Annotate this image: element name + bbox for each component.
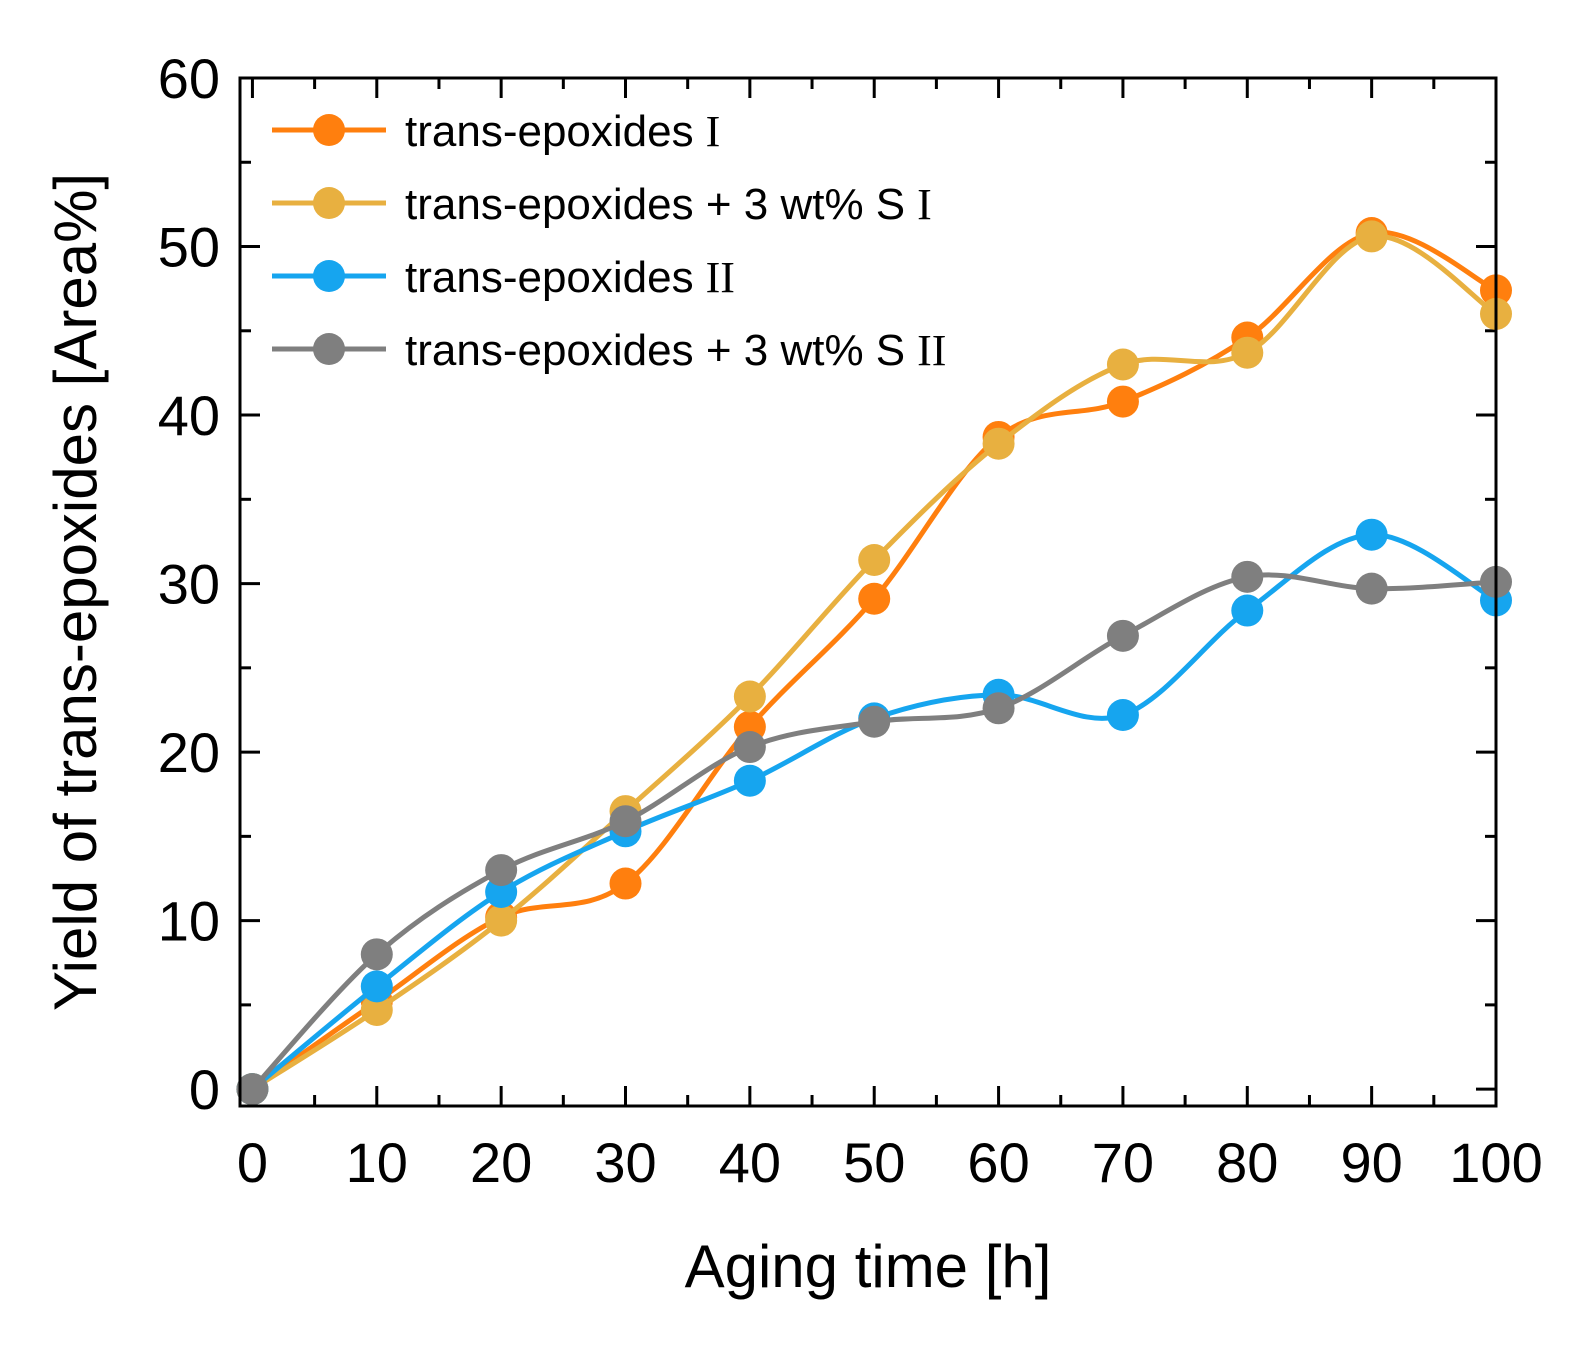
x-tick-label: 20 [470, 1131, 532, 1194]
legend-item: trans-epoxides I [272, 107, 720, 156]
y-tick-label: 50 [158, 216, 220, 279]
series-line [250, 532, 1498, 1092]
legend-item: trans-epoxides + 3 wt% S II [272, 326, 946, 375]
legend-item: trans-epoxides II [272, 253, 735, 302]
tick-labels: 0 10 20 30 40 50 60 70 80 90 100 0 10 20 30 40 50 60 [158, 47, 1543, 1194]
legend-marker [313, 260, 345, 292]
data-point [360, 970, 393, 1003]
x-tick-label: 100 [1449, 1131, 1542, 1194]
legend-label-suffix: I [917, 180, 932, 229]
data-point [982, 427, 1015, 460]
legend-marker [313, 187, 345, 219]
x-tick-label: 60 [967, 1131, 1029, 1194]
legend-label-suffix: II [706, 253, 735, 302]
x-tick-label: 10 [346, 1131, 408, 1194]
x-tick-label: 40 [719, 1131, 781, 1194]
data-point [733, 680, 766, 713]
legend-marker [313, 333, 345, 365]
data-point [1231, 560, 1264, 593]
x-axis-title: Aging time [h] [685, 1233, 1052, 1300]
data-point [360, 993, 393, 1026]
data-point [360, 938, 393, 971]
y-tick-label: 10 [158, 890, 220, 953]
y-tick-label: 20 [158, 721, 220, 784]
data-point [236, 1073, 269, 1106]
plot-frame [238, 76, 1498, 1108]
x-tick-label: 90 [1340, 1131, 1402, 1194]
legend-label: trans-epoxides II [405, 253, 735, 302]
x-tick-label: 0 [237, 1131, 268, 1194]
data-point [858, 543, 891, 576]
data-point [1106, 619, 1139, 652]
x-tick-label: 80 [1216, 1131, 1278, 1194]
legend-label: trans-epoxides I [405, 107, 720, 156]
y-tick-label: 60 [158, 47, 220, 110]
data-point [1106, 385, 1139, 418]
y-axis-title: Yield of trans-epoxides [Area%] [42, 173, 109, 1011]
data-point [485, 854, 518, 887]
legend-marker [313, 114, 345, 146]
legend-label-suffix: I [706, 107, 721, 156]
data-point [485, 875, 518, 908]
data-point [733, 764, 766, 797]
x-tick-label: 70 [1092, 1131, 1154, 1194]
series-line [250, 572, 1497, 1091]
legend-label-suffix: II [917, 326, 946, 375]
data-point [1231, 336, 1264, 369]
data-point [1231, 594, 1264, 627]
data-point [1106, 699, 1139, 732]
series-4 [236, 560, 1512, 1106]
data-point [982, 692, 1015, 725]
data-point [1355, 220, 1388, 253]
data-point [485, 904, 518, 937]
data-point [609, 805, 642, 838]
data-point [733, 731, 766, 764]
x-tick-label: 30 [594, 1131, 656, 1194]
data-point [1355, 518, 1388, 551]
series-layer [236, 217, 1512, 1106]
y-tick-label: 30 [158, 553, 220, 616]
y-tick-label: 0 [189, 1058, 220, 1121]
legend-label: trans-epoxides + 3 wt% S II [405, 326, 946, 375]
y-tick-label: 40 [158, 384, 220, 447]
data-point [1106, 348, 1139, 381]
x-tick-label: 50 [843, 1131, 905, 1194]
data-point [858, 582, 891, 615]
data-point [1355, 572, 1388, 605]
data-point [858, 705, 891, 738]
tick-marks [240, 76, 1498, 1106]
data-point [609, 867, 642, 900]
